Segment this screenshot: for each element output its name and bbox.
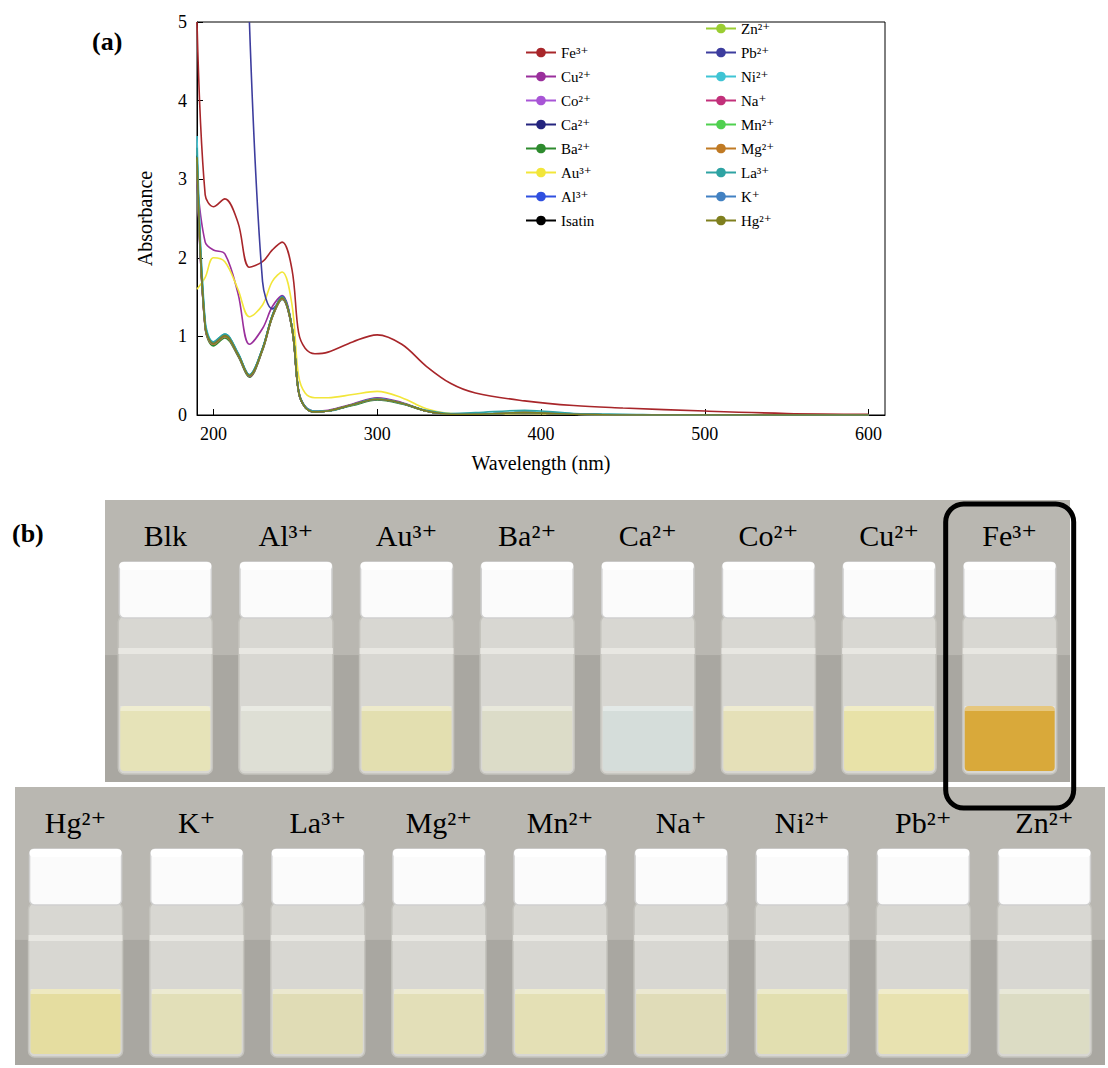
svg-text:Ni²⁺: Ni²⁺: [741, 69, 768, 85]
svg-text:Cu²⁺: Cu²⁺: [561, 69, 591, 85]
svg-text:Au³⁺: Au³⁺: [376, 519, 438, 552]
svg-text:Na⁺: Na⁺: [656, 806, 707, 839]
svg-text:2: 2: [178, 248, 187, 268]
svg-text:K⁺: K⁺: [178, 806, 216, 839]
svg-text:300: 300: [364, 424, 391, 444]
svg-text:Ba²⁺: Ba²⁺: [498, 519, 556, 552]
svg-text:Isatin: Isatin: [561, 213, 595, 229]
svg-text:Ca²⁺: Ca²⁺: [619, 519, 677, 552]
svg-text:K⁺: K⁺: [741, 189, 760, 205]
svg-text:Co²⁺: Co²⁺: [739, 519, 799, 552]
svg-text:Zn²⁺: Zn²⁺: [741, 21, 770, 37]
svg-text:La³⁺: La³⁺: [290, 806, 346, 839]
svg-text:Hg²⁺: Hg²⁺: [741, 213, 772, 229]
svg-text:Pb²⁺: Pb²⁺: [741, 45, 769, 61]
svg-text:Ba²⁺: Ba²⁺: [561, 141, 590, 157]
svg-text:Cu²⁺: Cu²⁺: [859, 519, 919, 552]
svg-text:Pb²⁺: Pb²⁺: [895, 806, 952, 839]
svg-text:Al³⁺: Al³⁺: [561, 189, 588, 205]
svg-text:Au³⁺: Au³⁺: [561, 165, 592, 181]
svg-text:400: 400: [528, 424, 555, 444]
svg-text:200: 200: [200, 424, 227, 444]
svg-text:4: 4: [178, 91, 187, 111]
svg-text:Fe³⁺: Fe³⁺: [982, 519, 1037, 552]
svg-text:(a): (a): [92, 27, 122, 56]
svg-text:Al³⁺: Al³⁺: [259, 519, 314, 552]
svg-text:Hg²⁺: Hg²⁺: [45, 806, 107, 839]
svg-text:Fe³⁺: Fe³⁺: [561, 45, 588, 61]
svg-text:Ni²⁺: Ni²⁺: [775, 806, 830, 839]
svg-text:Ca²⁺: Ca²⁺: [561, 117, 590, 133]
svg-text:Na⁺: Na⁺: [741, 93, 766, 109]
svg-text:Mn²⁺: Mn²⁺: [741, 117, 774, 133]
svg-text:La³⁺: La³⁺: [741, 165, 769, 181]
svg-text:Mg²⁺: Mg²⁺: [406, 806, 473, 839]
svg-text:500: 500: [691, 424, 718, 444]
svg-text:Mg²⁺: Mg²⁺: [741, 141, 774, 157]
svg-text:Mn²⁺: Mn²⁺: [527, 806, 594, 839]
svg-text:Blk: Blk: [144, 519, 187, 552]
svg-text:1: 1: [178, 326, 187, 346]
svg-text:Zn²⁺: Zn²⁺: [1015, 806, 1073, 839]
svg-text:0: 0: [178, 405, 187, 425]
svg-text:(b): (b): [12, 519, 44, 548]
svg-text:Absorbance: Absorbance: [134, 171, 156, 267]
svg-text:600: 600: [855, 424, 882, 444]
svg-text:5: 5: [178, 12, 187, 32]
svg-text:Co²⁺: Co²⁺: [561, 93, 591, 109]
svg-text:3: 3: [178, 169, 187, 189]
svg-text:Wavelength (nm): Wavelength (nm): [472, 452, 611, 475]
